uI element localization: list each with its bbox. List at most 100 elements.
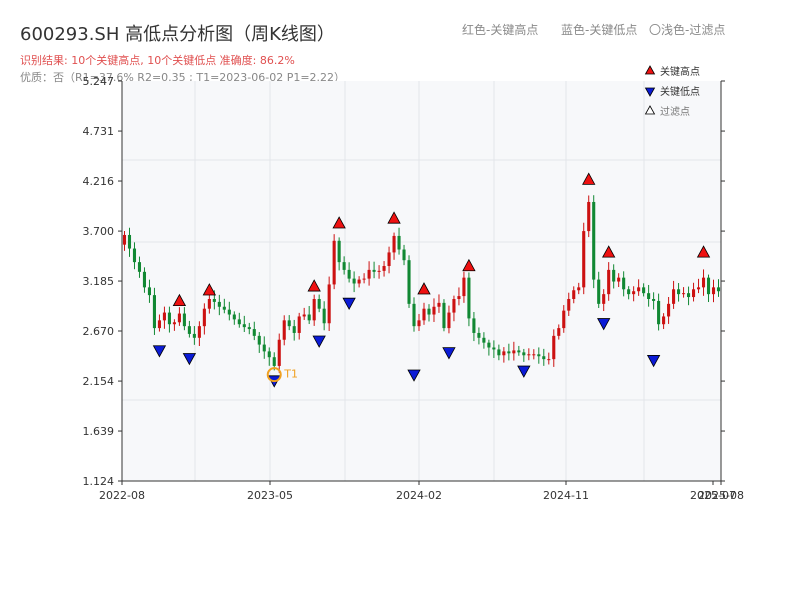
candle-body — [552, 335, 556, 360]
candle-body — [412, 303, 416, 327]
candle-body — [312, 298, 316, 321]
candle-body — [587, 201, 591, 232]
header-legend-blue: 蓝色-关键低点 — [561, 23, 638, 37]
candle-body — [267, 351, 271, 358]
key-low-marker — [646, 355, 661, 368]
candle-body — [622, 277, 626, 290]
key-low-marker — [182, 353, 197, 366]
x-tick-label: 2025-07 — [690, 489, 736, 502]
candle-body — [227, 309, 231, 315]
candle-body — [242, 324, 246, 328]
candle-body — [637, 287, 641, 292]
candle-body — [537, 354, 541, 357]
candle-body — [582, 231, 586, 288]
chart-title: 600293.SH 高低点分析图（周K线图） — [20, 24, 335, 45]
key-high-marker — [602, 245, 616, 258]
legend-label: 关键低点 — [660, 85, 700, 98]
candle-body — [662, 316, 666, 325]
candle-body — [627, 289, 631, 295]
x-tick-label: 2024-11 — [543, 489, 589, 502]
candle-body — [372, 269, 376, 272]
key-high-marker — [462, 258, 476, 272]
candle-body — [691, 289, 696, 298]
candle-body — [467, 277, 471, 319]
key-high-marker — [696, 245, 711, 258]
candle-body — [432, 306, 436, 315]
key-high-marker — [582, 172, 596, 185]
candle-body — [497, 349, 501, 356]
x-tick-label: 2022-08 — [99, 489, 145, 502]
key-high-marker — [307, 279, 321, 292]
candle-body — [547, 359, 551, 361]
candle-body — [657, 300, 661, 325]
candle-body — [247, 327, 251, 330]
candle-body — [252, 329, 256, 336]
legend-marker — [644, 87, 656, 97]
x-tick-label: 2023-05 — [247, 489, 293, 502]
candle-body — [392, 235, 396, 253]
candle-body — [517, 350, 521, 353]
y-tick-label: 1.124 — [83, 475, 115, 488]
quality-info: 优质：否（R1=37.6% R2=0.35 ; T1=2023-06-02 P1… — [20, 71, 346, 84]
candle-body — [387, 252, 391, 267]
candle-body — [357, 279, 361, 284]
candle-body — [716, 287, 721, 292]
candle-body — [322, 308, 326, 324]
candle-body — [706, 277, 711, 295]
y-tick-label: 4.216 — [83, 175, 115, 188]
key-high-marker — [202, 283, 217, 296]
y-tick-label: 3.185 — [83, 275, 115, 288]
candle-body — [292, 326, 296, 333]
y-tick-label: 1.639 — [83, 425, 115, 438]
candle-body — [367, 269, 371, 279]
candle-body — [597, 279, 601, 304]
key-low-marker — [152, 345, 167, 358]
candle-body — [442, 302, 446, 329]
candle-body — [437, 302, 441, 307]
y-tick-label: 5.247 — [83, 75, 115, 88]
candle-body — [162, 312, 166, 321]
candle-body — [617, 277, 621, 282]
candle-body — [677, 289, 681, 295]
candle-body — [402, 249, 406, 261]
candle-body — [232, 314, 236, 320]
candle-body — [647, 293, 651, 299]
candle-body — [177, 313, 181, 323]
candle-body — [612, 269, 616, 282]
key-low-marker — [342, 297, 356, 311]
key-low-marker — [517, 365, 531, 378]
candle-body — [147, 287, 152, 296]
candle-body — [502, 351, 506, 356]
key-low-marker — [597, 318, 611, 331]
candle-body — [397, 235, 401, 250]
candle-body — [187, 326, 191, 334]
candle-body — [182, 313, 186, 327]
candle-body — [602, 294, 606, 304]
candle-body — [672, 289, 676, 304]
key-high-marker — [172, 293, 187, 307]
candle-body — [701, 277, 706, 288]
candle-body — [192, 333, 196, 338]
t1-label: T1 — [283, 368, 298, 381]
candle-body — [572, 290, 576, 299]
legend-label: 过滤点 — [660, 105, 690, 118]
candle-body — [262, 344, 266, 352]
candle-body — [667, 303, 671, 317]
candle-body — [172, 322, 176, 325]
candle-body — [122, 234, 127, 245]
candle-body — [377, 270, 381, 272]
candle-body — [477, 332, 481, 338]
y-tick-label: 2.154 — [83, 375, 115, 388]
legend-marker — [644, 105, 656, 115]
key-low-marker — [442, 347, 456, 360]
candle-body — [696, 287, 701, 290]
y-tick-label: 3.700 — [83, 225, 115, 238]
candle-body — [237, 319, 241, 325]
candle-body — [142, 271, 147, 288]
candle-body — [222, 306, 226, 310]
header-legend-red: 红色-关键高点 — [462, 23, 539, 37]
candle-body — [207, 298, 211, 309]
key-high-marker — [387, 211, 401, 224]
candle-body — [347, 269, 351, 279]
